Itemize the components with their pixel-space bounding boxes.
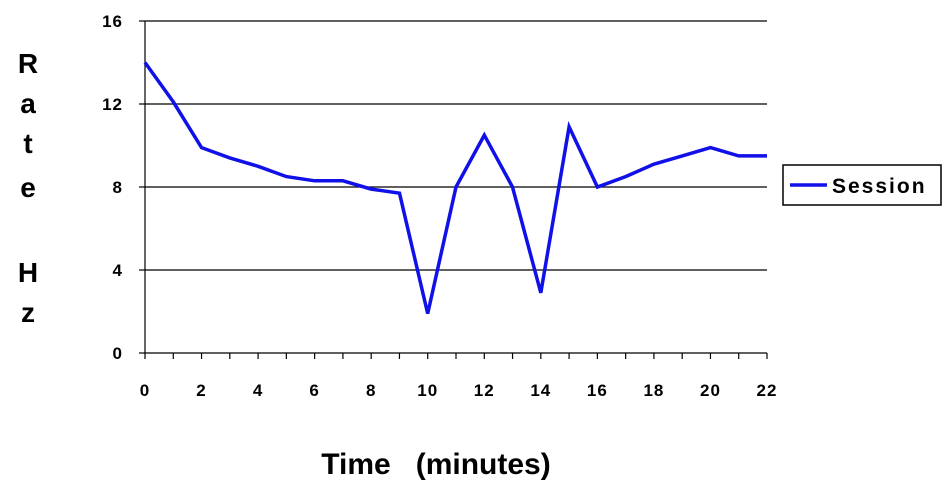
x-axis-label: Time (minutes) bbox=[321, 448, 550, 481]
y-tick-label: 8 bbox=[113, 178, 123, 197]
y-axis-label-letter: a bbox=[20, 88, 36, 119]
legend: Session bbox=[782, 164, 942, 206]
x-tick-label: 12 bbox=[474, 381, 495, 400]
x-tick-label: 18 bbox=[643, 381, 664, 400]
y-axis-label-letter: H bbox=[18, 257, 38, 288]
grid-lines bbox=[145, 20, 767, 271]
x-tick-label: 14 bbox=[530, 381, 551, 400]
y-axis-label-letter: e bbox=[20, 172, 36, 203]
x-tick-label: 22 bbox=[757, 381, 778, 400]
y-tick-labels: 0 4 8 12 16 bbox=[102, 12, 123, 363]
x-tick-label: 8 bbox=[366, 381, 376, 400]
x-tick-label: 10 bbox=[417, 381, 438, 400]
x-tick-label: 20 bbox=[700, 381, 721, 400]
axes bbox=[139, 20, 768, 359]
y-axis-label-letter: z bbox=[21, 297, 35, 328]
x-tick-label: 0 bbox=[140, 381, 150, 400]
x-tick-label: 4 bbox=[253, 381, 263, 400]
y-tick-label: 0 bbox=[113, 344, 123, 363]
y-tick-label: 12 bbox=[102, 95, 123, 114]
x-tick-label: 6 bbox=[309, 381, 319, 400]
x-tick-label: 2 bbox=[196, 381, 206, 400]
y-tick-label: 16 bbox=[102, 12, 123, 31]
series-line-session bbox=[143, 61, 767, 314]
x-tick-label: 16 bbox=[587, 381, 608, 400]
y-axis-label-letter: t bbox=[23, 128, 32, 159]
y-axis-label-letter: R bbox=[18, 48, 38, 79]
y-tick-label: 4 bbox=[113, 261, 123, 280]
legend-label-session: Session bbox=[832, 175, 927, 198]
series-lines bbox=[143, 61, 767, 314]
x-tick-labels: 0 2 4 6 8 10 12 14 16 18 20 22 bbox=[140, 381, 778, 400]
